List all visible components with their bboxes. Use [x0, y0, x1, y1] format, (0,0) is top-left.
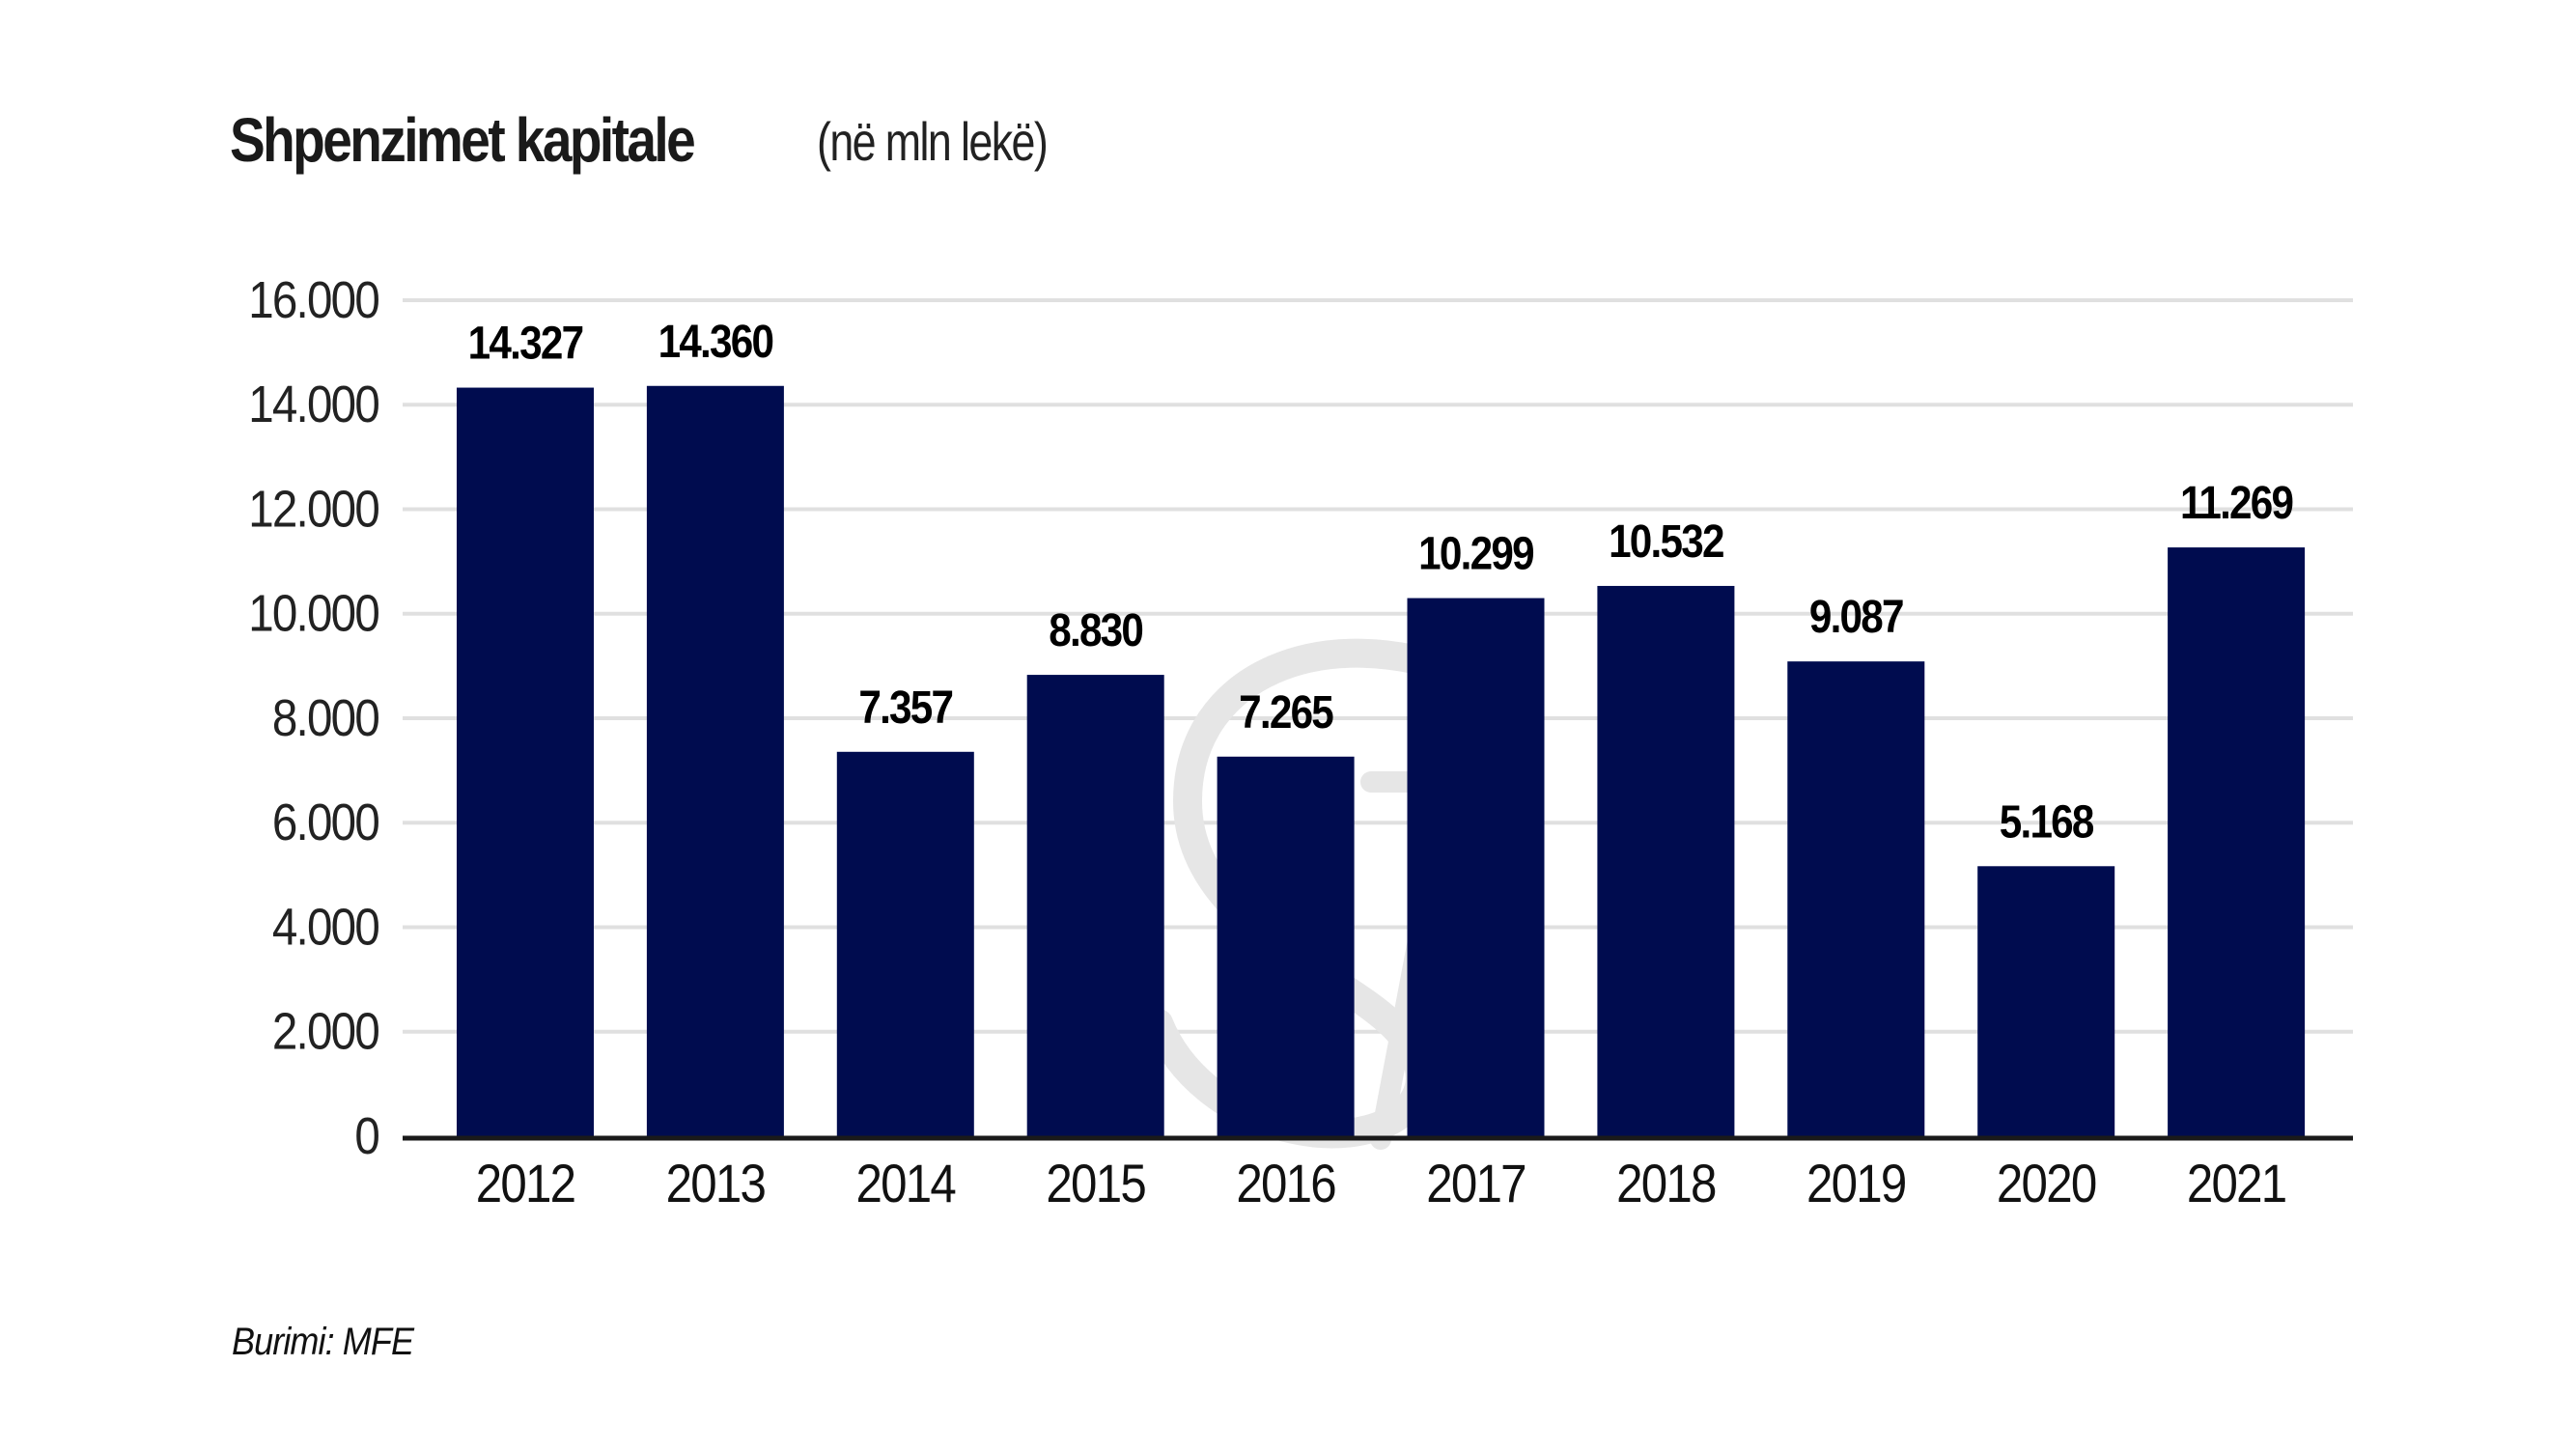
- value-label: 11.269: [2180, 477, 2293, 529]
- y-tick-label: 12.000: [248, 480, 378, 539]
- x-tick-label: 2021: [2187, 1154, 2286, 1214]
- value-label: 7.265: [1239, 685, 1333, 738]
- value-labels: 14.327 14.360 7.357 8.830 7.265 10.299 10.532 9…: [468, 315, 2295, 848]
- source-note: Burimi: MFE: [232, 1321, 414, 1363]
- x-tick-labels: 2012 2013 2014 2015 2016 2017 2018 2019 2020 2021: [476, 1154, 2287, 1214]
- x-tick-label: 2019: [1806, 1154, 1906, 1214]
- x-tick-label: 2017: [1426, 1154, 1526, 1214]
- chart-title-main: Shpenzimet kapitale: [230, 105, 696, 175]
- value-label: 8.830: [1049, 604, 1143, 656]
- bar-2019: [1787, 661, 1925, 1136]
- x-tick-label: 2018: [1616, 1154, 1716, 1214]
- bar-2020: [1977, 866, 2115, 1136]
- y-tick-label: 8.000: [272, 688, 379, 747]
- value-label: 7.357: [858, 681, 953, 733]
- x-tick-label: 2020: [1997, 1154, 2096, 1214]
- bar-2014: [836, 751, 974, 1136]
- value-label: 9.087: [1809, 591, 1904, 643]
- value-label: 5.168: [2000, 795, 2094, 848]
- bar-2013: [646, 385, 784, 1136]
- bars: [457, 385, 2306, 1136]
- value-label: 14.327: [468, 317, 583, 369]
- x-tick-label: 2016: [1236, 1154, 1335, 1214]
- bar-2021: [2168, 547, 2306, 1136]
- x-tick-label: 2013: [666, 1154, 766, 1214]
- value-label: 14.360: [658, 315, 773, 367]
- bar-2016: [1217, 756, 1355, 1136]
- y-tick-label: 0: [354, 1106, 378, 1165]
- y-tick-label: 4.000: [272, 898, 379, 957]
- y-tick-label: 16.000: [248, 270, 378, 329]
- bar-2015: [1026, 675, 1164, 1136]
- x-tick-label: 2014: [856, 1154, 956, 1214]
- chart-title-unit: (në mln lekë): [817, 111, 1049, 172]
- y-tick-label: 2.000: [272, 1002, 379, 1061]
- y-tick-label: 10.000: [248, 584, 378, 643]
- x-tick-label: 2015: [1046, 1154, 1145, 1214]
- x-tick-label: 2012: [476, 1154, 575, 1214]
- bar-2018: [1597, 585, 1735, 1136]
- y-tick-label: 6.000: [272, 793, 379, 851]
- chart-title: Shpenzimet kapitale (në mln lekë): [230, 104, 1049, 176]
- value-label: 10.299: [1418, 527, 1533, 579]
- bar-2017: [1407, 598, 1545, 1136]
- value-label: 10.532: [1609, 515, 1723, 567]
- y-tick-labels: 0 2.000 4.000 6.000 8.000 10.000 12.000 14.000 1…: [248, 270, 380, 1165]
- y-tick-label: 14.000: [248, 375, 378, 433]
- bar-2012: [457, 387, 594, 1136]
